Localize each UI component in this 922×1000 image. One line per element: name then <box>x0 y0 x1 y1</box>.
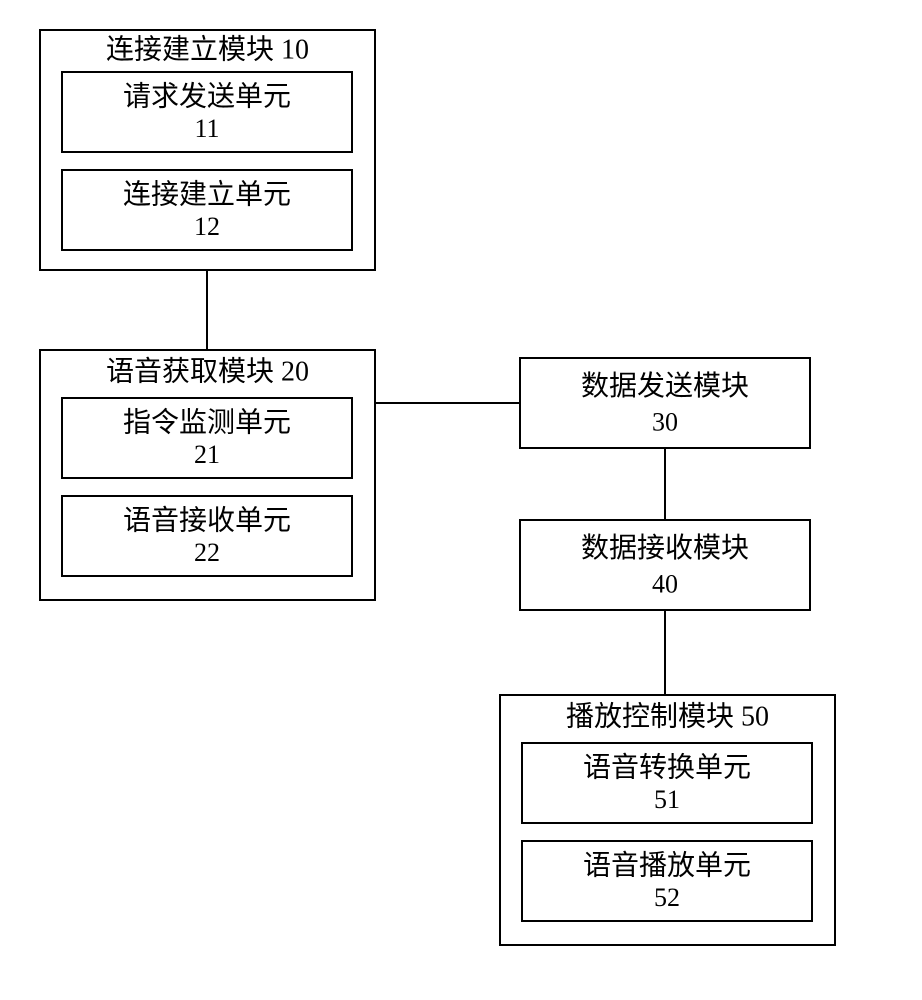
unit-52-label: 语音播放单元 <box>583 850 751 882</box>
module-20-title: 语音获取模块 20 <box>106 355 309 387</box>
unit-12-number: 12 <box>194 212 220 241</box>
block-diagram: 连接建立模块 10 请求发送单元11 连接建立单元12 语音获取模块 20 指令监测单元… <box>0 0 922 1000</box>
unit-22-label: 语音接收单元 <box>123 505 291 537</box>
module-10-title: 连接建立模块 10 <box>106 33 309 65</box>
unit-12-label: 连接建立单元 <box>123 179 291 211</box>
module-40-label: 数据接收模块 <box>581 532 749 564</box>
module-30-number: 30 <box>652 408 678 437</box>
unit-51-label: 语音转换单元 <box>583 752 751 784</box>
unit-11-label: 请求发送单元 <box>123 81 291 113</box>
unit-11-number: 11 <box>194 114 219 143</box>
unit-21-number: 21 <box>194 440 220 469</box>
unit-21-label: 指令监测单元 <box>123 407 291 439</box>
unit-51-number: 51 <box>654 785 680 814</box>
module-40-number: 40 <box>652 570 678 599</box>
module-30-label: 数据发送模块 <box>581 370 749 402</box>
unit-52-number: 52 <box>654 883 680 912</box>
module-50-title: 播放控制模块 50 <box>566 700 769 732</box>
unit-22-number: 22 <box>194 538 220 567</box>
